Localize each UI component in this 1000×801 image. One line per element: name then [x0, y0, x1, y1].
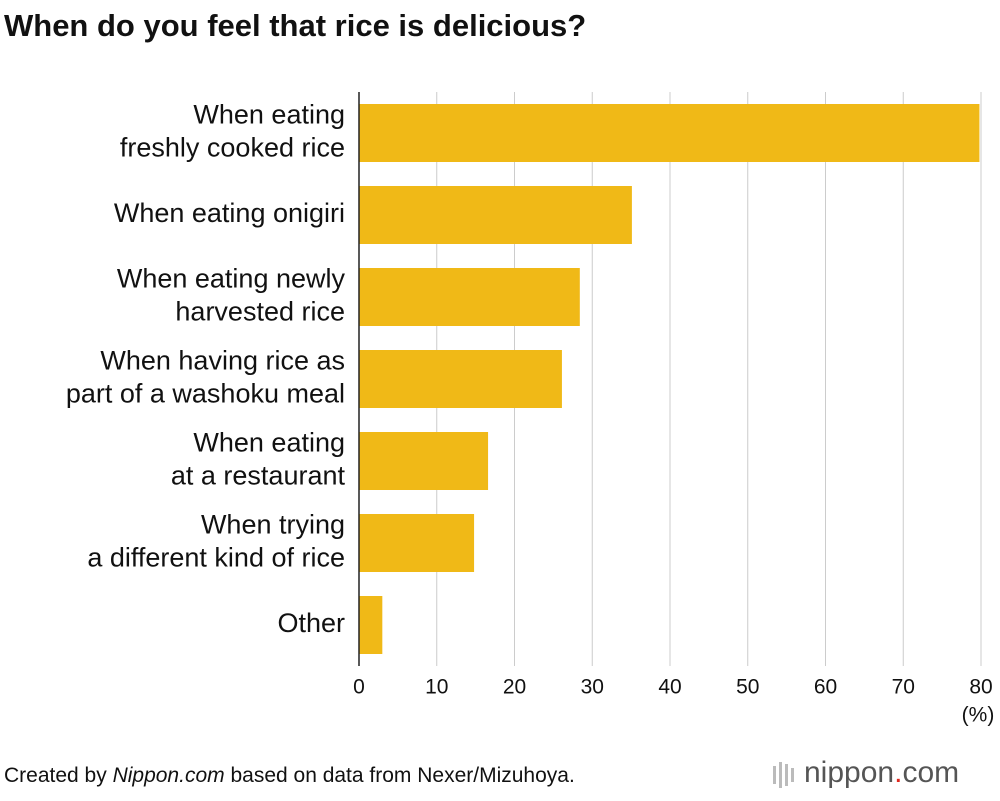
- source-suffix: based on data from Nexer/Mizuhoya.: [225, 764, 575, 787]
- x-tick-label: 20: [503, 676, 526, 699]
- x-tick-label: 70: [892, 676, 915, 699]
- chart-title: When do you feel that rice is delicious?: [4, 8, 586, 43]
- x-tick-label: 10: [425, 676, 448, 699]
- logo-part: nippon: [804, 756, 894, 789]
- logo-part: .: [894, 756, 902, 789]
- logo: nippon.com: [804, 756, 959, 789]
- bar: [359, 596, 383, 654]
- x-tick-label: 40: [658, 676, 681, 699]
- y-tick-label: When eating newly harvested rice: [117, 264, 346, 327]
- y-tick-label: When trying a different kind of rice: [87, 510, 345, 573]
- bar: [359, 514, 475, 572]
- source-italic: Nippon.com: [113, 764, 225, 787]
- source-prefix: Created by: [4, 764, 113, 787]
- y-tick-label: Other: [277, 608, 345, 638]
- y-tick-label: When having rice as part of a washoku mea…: [66, 346, 345, 409]
- y-tick-label: When eating onigiri: [114, 198, 345, 228]
- x-tick-label: 50: [736, 676, 759, 699]
- logo-mark: [773, 762, 794, 788]
- x-unit: (%): [962, 704, 995, 727]
- logo-part: com: [902, 756, 959, 789]
- bar: [359, 350, 562, 408]
- bar: [359, 104, 980, 162]
- y-tick-label: When eating at a restaurant: [171, 428, 346, 491]
- x-tick-label: 30: [581, 676, 604, 699]
- y-tick-label: When eating freshly cooked rice: [120, 100, 345, 163]
- bar: [359, 268, 580, 326]
- x-tick-label: 60: [814, 676, 837, 699]
- bar: [359, 432, 489, 490]
- source: Created by Nippon.com based on data from…: [4, 764, 575, 787]
- x-tick-label: 80: [969, 676, 992, 699]
- x-tick-label: 0: [353, 676, 365, 699]
- bar: [359, 186, 632, 244]
